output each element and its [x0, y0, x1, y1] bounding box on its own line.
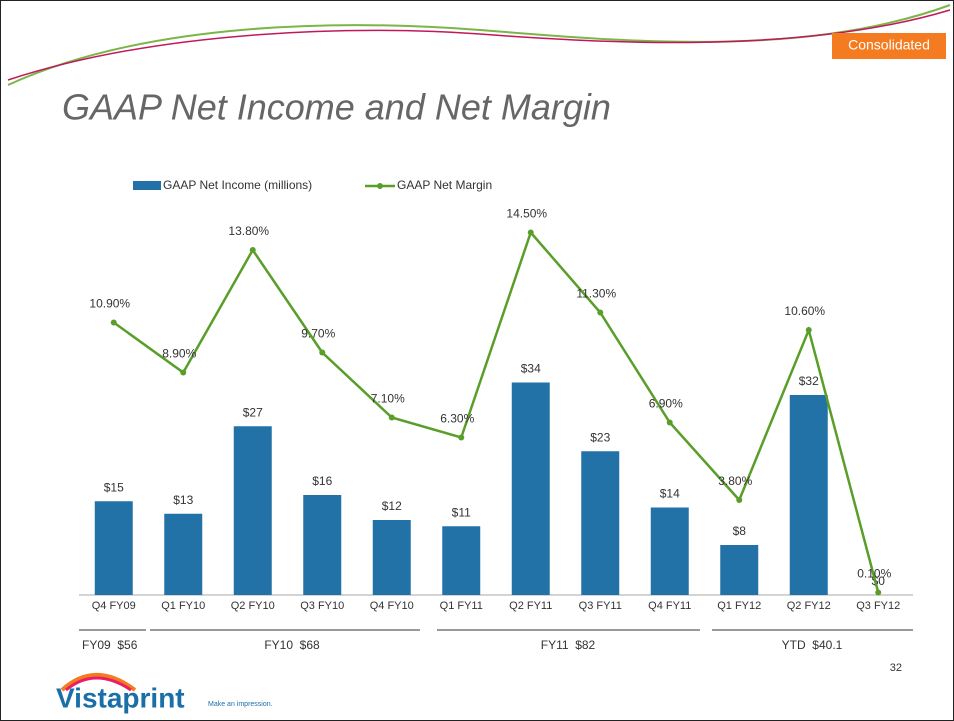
x-tick-label: Q3 FY11 [579, 600, 622, 612]
group-label: FY11 $82 [541, 638, 596, 652]
swoosh [7, 9, 951, 81]
bar [511, 382, 550, 595]
bar [372, 520, 411, 595]
point [110, 319, 117, 326]
bar [303, 495, 342, 595]
x-tick-label: Q4 FY09 [92, 600, 136, 612]
data-label: 13.80% [228, 224, 269, 238]
x-tick-label: Q1 FY11 [440, 600, 483, 612]
data-label: $32 [799, 374, 819, 388]
legend-label: GAAP Net Income (millions) [163, 178, 312, 192]
bar [650, 507, 689, 595]
tagline: Make an impression. [208, 701, 273, 708]
point [180, 369, 187, 376]
badge [832, 33, 946, 59]
data-label: 14.50% [506, 207, 547, 221]
point [597, 309, 604, 316]
point [736, 497, 743, 503]
data-label: 6.30% [440, 412, 474, 426]
bar [789, 395, 828, 595]
group-label: YTD $40.1 [782, 638, 843, 652]
x-tick-label: Q4 FY10 [370, 600, 414, 612]
data-label: 11.30% [576, 287, 616, 301]
point [805, 327, 812, 333]
point [666, 419, 673, 426]
x-tick-label: Q3 FY10 [300, 600, 344, 612]
bar [581, 451, 620, 595]
data-label: $27 [243, 405, 263, 419]
data-label: $13 [173, 493, 193, 507]
point [319, 349, 326, 356]
data-label: 9.70% [301, 327, 335, 341]
group-label: FY09 $56 [82, 638, 138, 652]
data-label: 7.10% [371, 392, 405, 406]
data-label: $16 [312, 474, 332, 488]
data-label: $8 [733, 524, 747, 538]
point [458, 434, 465, 441]
bar [442, 526, 481, 595]
line [113, 230, 880, 593]
bar [720, 545, 759, 595]
badge-text: Consolidated [848, 37, 930, 53]
chart-title: GAAP Net Income and Net Margin [62, 87, 611, 128]
logo-arc [65, 676, 132, 692]
x-tick-label: Q2 FY12 [787, 600, 831, 612]
page-number: 32 [890, 662, 902, 674]
data-label: $11 [452, 505, 471, 519]
logo: Vistaprint [56, 682, 185, 713]
data-label: 10.60% [784, 304, 825, 318]
legend-swatch [377, 183, 383, 189]
point [875, 589, 882, 596]
point [527, 229, 534, 236]
point [388, 414, 395, 421]
point [249, 247, 256, 253]
x-tick-label: Q2 FY11 [509, 600, 552, 612]
data-label: 0.10% [857, 567, 891, 581]
logo-arc [60, 673, 137, 692]
bar [233, 426, 272, 595]
x-tick-label: Q2 FY10 [231, 600, 275, 612]
bar [164, 513, 203, 595]
x-tick-label: Q1 FY10 [161, 600, 205, 612]
data-label: 6.90% [649, 397, 683, 411]
x-tick-label: Q1 FY12 [717, 600, 761, 612]
data-label: $15 [104, 480, 124, 494]
bar [94, 501, 133, 595]
x-tick-label: Q4 FY11 [648, 600, 691, 612]
legend-label: GAAP Net Margin [397, 178, 492, 192]
legend-swatch [133, 181, 161, 190]
data-label: $34 [521, 362, 541, 376]
data-label: 3.80% [718, 474, 752, 488]
data-label: $12 [382, 499, 402, 513]
data-label: 8.90% [162, 347, 196, 361]
data-label: 10.90% [89, 297, 130, 311]
group-label: FY10 $68 [264, 638, 320, 652]
data-label: $23 [590, 430, 610, 444]
x-tick-label: Q3 FY12 [856, 600, 900, 612]
data-label: $14 [660, 487, 680, 501]
